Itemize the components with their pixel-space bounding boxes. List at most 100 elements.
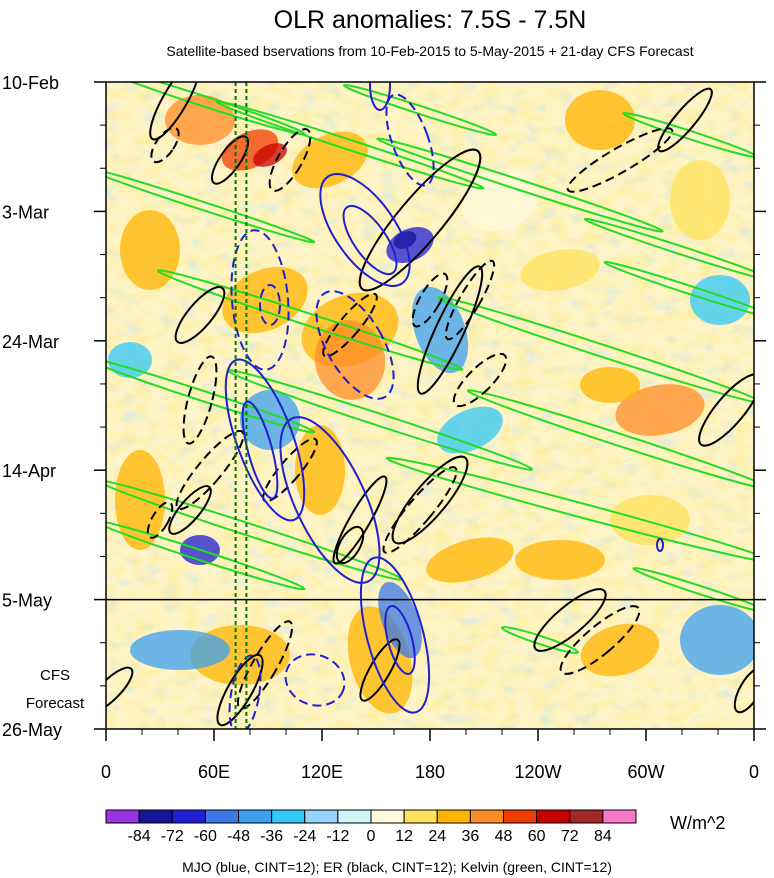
colorbar: -84 -72 -60 -48 -36 -24 -12 0 12 24 36 48 60 72 84 bbox=[105, 809, 637, 845]
colorbar-tick-label: 24 bbox=[428, 828, 446, 845]
anomaly-patch bbox=[690, 275, 750, 325]
mjo-contour bbox=[279, 416, 381, 584]
anomaly-patch bbox=[108, 342, 152, 378]
colorbar-swatch bbox=[238, 809, 273, 824]
anomaly-patch bbox=[520, 249, 600, 291]
colorbar-tick-label: -12 bbox=[326, 828, 349, 845]
anomaly-patch bbox=[610, 495, 690, 545]
colorbar-swatch bbox=[469, 809, 504, 824]
er-contour bbox=[149, 82, 201, 141]
kelvin-contour bbox=[500, 626, 580, 654]
colorbar-swatch bbox=[536, 809, 571, 824]
x-tick-label: 0 bbox=[749, 762, 759, 782]
mjo-contour bbox=[224, 358, 306, 522]
mjo-contour bbox=[385, 93, 435, 187]
er-contour bbox=[452, 352, 508, 408]
er-contour bbox=[268, 128, 312, 192]
er-contour bbox=[411, 272, 449, 328]
kelvin-contour bbox=[437, 296, 754, 404]
er-contour bbox=[566, 127, 674, 193]
mjo-contours bbox=[224, 82, 664, 729]
footer-note: MJO (blue, CINT=12); ER (black, CINT=12)… bbox=[182, 859, 612, 875]
x-tick-label: 0 bbox=[101, 762, 111, 782]
colorbar-tick-label: -60 bbox=[194, 828, 217, 845]
er-contour bbox=[335, 525, 365, 565]
er-contours bbox=[106, 82, 754, 727]
plot-area bbox=[106, 82, 754, 729]
mjo-contour bbox=[384, 605, 416, 675]
colorbar-swatch bbox=[569, 809, 604, 824]
kelvin-contour bbox=[376, 137, 664, 233]
colorbar-swatch bbox=[370, 809, 405, 824]
anomaly-patch bbox=[240, 390, 300, 450]
x-tick-label: 120E bbox=[301, 762, 343, 782]
anomaly-patch bbox=[295, 425, 345, 515]
anomaly-patch bbox=[580, 623, 660, 677]
mjo-contour bbox=[259, 284, 281, 326]
anomaly-patch bbox=[615, 384, 705, 436]
er-contour bbox=[106, 666, 134, 714]
anomaly-patch bbox=[580, 367, 640, 403]
mjo-contour bbox=[342, 204, 398, 276]
er-contour bbox=[168, 485, 212, 535]
kelvin-contour bbox=[632, 567, 754, 613]
er-contour bbox=[444, 259, 496, 341]
anomaly-patch bbox=[130, 630, 230, 670]
colorbar-tick-label: 36 bbox=[461, 828, 479, 845]
colorbar-swatch bbox=[271, 809, 306, 824]
mjo-contour bbox=[319, 173, 411, 287]
colorbar-tick-label: -84 bbox=[128, 828, 151, 845]
anomaly-patch bbox=[120, 210, 180, 290]
colorbar-swatch bbox=[171, 809, 206, 824]
er-contour bbox=[332, 475, 388, 565]
y-tick-label: 10-Feb bbox=[2, 73, 59, 93]
anomaly-patch bbox=[314, 320, 386, 400]
y-tick-label: 3-Mar bbox=[2, 202, 49, 222]
mjo-contour bbox=[228, 654, 262, 729]
er-contour bbox=[533, 588, 607, 652]
er-contour bbox=[216, 653, 264, 727]
er-contour bbox=[416, 265, 484, 395]
colorbar-swatch bbox=[337, 809, 372, 824]
er-contour bbox=[174, 286, 226, 344]
kelvin-contour bbox=[342, 83, 498, 137]
marker-lines bbox=[234, 82, 248, 729]
anomaly-patch bbox=[461, 168, 539, 232]
er-contour bbox=[391, 455, 469, 545]
colorbar-swatch bbox=[138, 809, 173, 824]
chart-subtitle: Satellite-based bservations from 10-Feb-… bbox=[166, 43, 693, 59]
colorbar-swatch bbox=[403, 809, 438, 824]
er-contour bbox=[182, 355, 218, 445]
colorbar-tick-label: -36 bbox=[260, 828, 283, 845]
colorbar-tick-label: 60 bbox=[528, 828, 546, 845]
colorbar-tick-label: 12 bbox=[395, 828, 413, 845]
mjo-contour bbox=[315, 290, 395, 400]
forecast-label-line1: CFS bbox=[40, 667, 70, 684]
anomaly-patch bbox=[378, 581, 422, 659]
colorbar-swatch bbox=[304, 809, 339, 824]
er-contour bbox=[698, 373, 754, 447]
kelvin-contour bbox=[106, 356, 316, 434]
anomaly-patch bbox=[515, 540, 605, 580]
colorbar-swatch bbox=[503, 809, 538, 824]
colorbar-swatch bbox=[105, 809, 140, 824]
y-tick-label: 5-May bbox=[2, 591, 52, 611]
anomaly-patch bbox=[565, 90, 635, 150]
er-contour bbox=[657, 87, 713, 153]
colorbar-tick-label: 84 bbox=[594, 828, 612, 845]
colorbar-units: W/m^2 bbox=[670, 813, 725, 833]
kelvin-contour bbox=[466, 389, 754, 491]
kelvin-contour bbox=[106, 82, 306, 136]
er-contour bbox=[559, 605, 641, 675]
mjo-contour bbox=[230, 229, 290, 371]
y-tick-label: 24-Mar bbox=[2, 332, 59, 352]
kelvin-contour bbox=[583, 217, 754, 283]
anomaly-patch bbox=[115, 450, 165, 550]
kelvin-contour bbox=[622, 112, 754, 158]
x-tick-label: 180 bbox=[415, 762, 445, 782]
er-contour bbox=[322, 292, 378, 358]
mjo-contour bbox=[369, 82, 391, 111]
colorbar-tick-label: -24 bbox=[293, 828, 316, 845]
er-contour bbox=[382, 466, 458, 554]
